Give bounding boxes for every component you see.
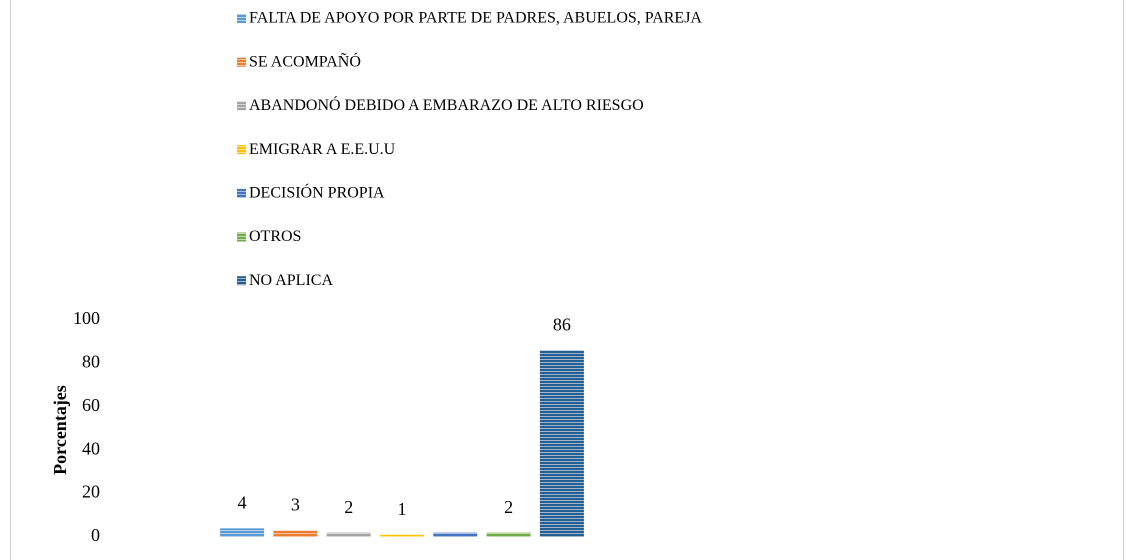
bar <box>486 532 531 537</box>
bar <box>433 532 478 537</box>
data-label: 2 <box>504 497 513 517</box>
legend-label: ABANDONÓ DEBIDO A EMBARAZO DE ALTO RIESG… <box>249 95 644 114</box>
legend-swatch <box>237 276 246 286</box>
y-tick-label: 0 <box>91 525 100 545</box>
data-label: 4 <box>238 492 247 512</box>
legend-swatch <box>237 188 246 198</box>
data-label: 86 <box>553 315 571 335</box>
legend-label: FALTA DE APOYO POR PARTE DE PADRES, ABUE… <box>249 10 702 27</box>
y-tick-label: 100 <box>73 308 100 328</box>
legend-swatch <box>237 101 246 111</box>
y-tick-label: 60 <box>82 395 100 415</box>
y-tick-label: 40 <box>82 438 100 458</box>
legend-label: EMIGRAR A E.E.U.U <box>249 141 396 158</box>
legend-label: DECISIÓN PROPIA <box>249 182 385 201</box>
legend-swatch <box>237 57 246 67</box>
y-tick-label: 80 <box>82 352 100 372</box>
y-axis-label: Porcentajes <box>50 385 70 475</box>
bar <box>273 530 318 537</box>
legend-swatch <box>237 232 246 242</box>
bar <box>220 528 265 537</box>
legend-label: NO APLICA <box>249 272 333 289</box>
data-label: 3 <box>291 495 300 515</box>
bar <box>326 532 371 537</box>
bar <box>380 534 424 537</box>
y-tick-label: 20 <box>82 482 100 502</box>
bar <box>539 350 584 537</box>
legend-label: SE ACOMPAÑÓ <box>249 51 361 70</box>
data-label: 2 <box>344 497 353 517</box>
legend-swatch <box>237 14 246 23</box>
legend-label: OTROS <box>249 228 301 245</box>
data-label: 1 <box>398 499 407 519</box>
legend-swatch <box>237 145 246 155</box>
frame <box>10 0 1124 560</box>
